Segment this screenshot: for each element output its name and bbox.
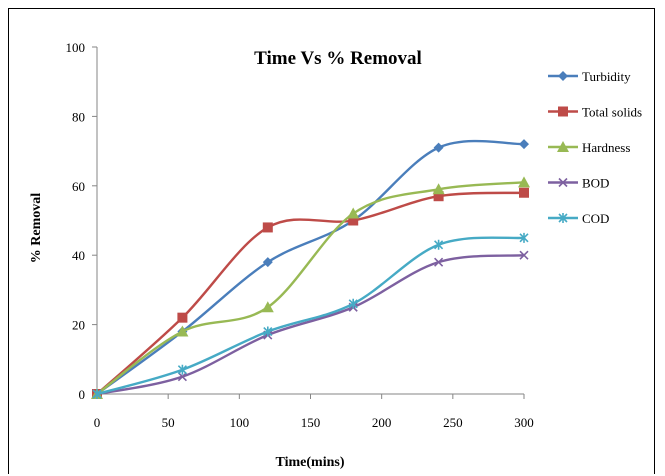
- series-hardness: [91, 176, 530, 399]
- legend-label: Hardness: [582, 140, 630, 155]
- x-tick-label: 250: [443, 415, 463, 430]
- legend-item-turbidity: Turbidity: [548, 69, 631, 84]
- x-tick-label: 300: [514, 415, 534, 430]
- x-tick-label: 100: [230, 415, 250, 430]
- data-point-cod: [92, 389, 102, 399]
- legend-marker: [557, 141, 569, 152]
- data-point-hardness: [432, 183, 445, 195]
- data-point-cod: [177, 364, 187, 375]
- series-layer: [91, 139, 530, 399]
- y-tick-label: 100: [66, 40, 86, 55]
- data-point-cod: [434, 239, 444, 250]
- series-line-bod: [96, 254, 525, 396]
- series-cod: [92, 232, 529, 399]
- data-point-turbidity: [433, 142, 444, 153]
- chart-frame: [8, 8, 655, 474]
- axes: 0 20 40 60 80 100 0 50 100 150 200 250 300: [66, 40, 534, 430]
- legend-label: BOD: [582, 176, 609, 191]
- series-line-cod: [96, 236, 525, 396]
- data-point-hardness: [347, 207, 360, 219]
- series-line-total-solids: [96, 191, 525, 395]
- data-point-cod: [348, 298, 358, 309]
- y-tick-label: 40: [72, 248, 85, 263]
- data-point-bod: [177, 372, 187, 382]
- series-total-solids: [92, 187, 529, 399]
- series-line-turbidity: [96, 139, 525, 395]
- data-point-total-solids: [433, 191, 444, 202]
- data-point-total-solids: [177, 312, 188, 323]
- legend-marker: [558, 177, 568, 188]
- legend-marker: [558, 213, 568, 223]
- x-tick-label: 0: [94, 415, 101, 430]
- data-point-bod: [434, 257, 444, 267]
- data-point-turbidity: [262, 257, 273, 268]
- series-bod: [92, 250, 529, 399]
- x-tick-label: 50: [162, 415, 175, 430]
- series-line-hardness: [96, 181, 525, 395]
- y-axis-label: % Removal: [29, 193, 44, 263]
- data-point-total-solids: [519, 187, 529, 198]
- y-tick-label: 0: [79, 387, 86, 402]
- legend-item-bod: BOD: [548, 176, 609, 191]
- data-point-cod: [263, 326, 273, 337]
- chart-title: Time Vs % Removal: [254, 48, 422, 69]
- series-turbidity: [92, 139, 529, 399]
- legend-item-hardness: Hardness: [548, 140, 630, 155]
- legend-marker: [558, 71, 568, 81]
- data-point-turbidity: [519, 139, 529, 150]
- x-tick-label: 200: [372, 415, 392, 430]
- data-point-hardness: [176, 325, 189, 337]
- legend: Turbidity Total solids Hardness BOD COD: [548, 69, 642, 226]
- legend-label: COD: [582, 211, 609, 226]
- data-point-bod: [519, 250, 529, 260]
- legend-marker: [558, 106, 568, 117]
- legend-item-cod: COD: [548, 211, 609, 226]
- legend-item-total-solids: Total solids: [548, 105, 642, 120]
- x-tick-label: 150: [301, 415, 321, 430]
- x-axis-label: Time(mins): [276, 455, 345, 470]
- data-point-total-solids: [262, 222, 273, 233]
- data-point-cod: [519, 232, 529, 243]
- data-point-hardness: [261, 301, 274, 313]
- legend-label: Turbidity: [582, 69, 631, 84]
- legend-label: Total solids: [582, 105, 642, 120]
- data-point-total-solids: [348, 215, 359, 226]
- y-tick-label: 20: [72, 318, 85, 333]
- data-point-hardness: [518, 176, 530, 188]
- y-tick-label: 60: [72, 179, 85, 194]
- y-tick-label: 80: [72, 109, 85, 124]
